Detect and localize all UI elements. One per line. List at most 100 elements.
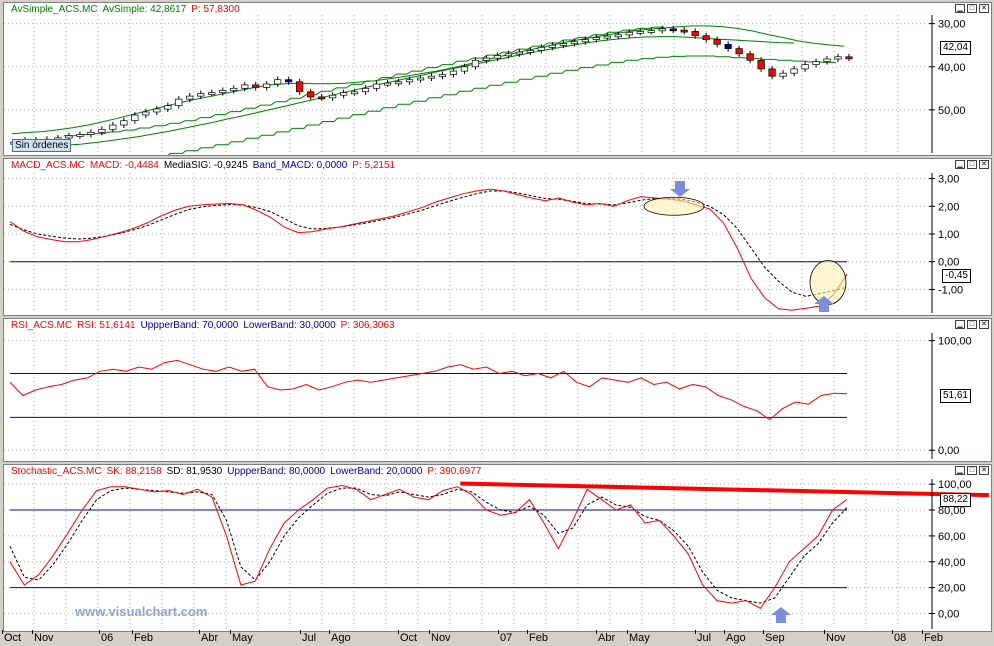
- candle: [449, 70, 458, 75]
- y-tick-label: 60,00: [938, 531, 966, 543]
- lower-step-band: [167, 55, 836, 155]
- panel-window-buttons: ▁ □ ✕: [955, 160, 989, 169]
- candle: [438, 74, 447, 77]
- x-tick-mark: [99, 630, 100, 634]
- candle: [383, 82, 392, 86]
- candle: [482, 57, 491, 61]
- macd-panel[interactable]: 3,00 2,00 1,00 0,00 -1,00 MACD_ACS.MC MACD: -…: [3, 158, 992, 316]
- title-part: Band_MACD: 0,0000: [252, 160, 348, 171]
- price-chart[interactable]: 50,00 40,00 30,00: [4, 3, 991, 155]
- candle: [845, 56, 853, 60]
- x-tick-label: Feb: [529, 632, 548, 644]
- candle: [658, 28, 666, 32]
- highlight-ellipse: [643, 196, 705, 216]
- x-tick-label: Nov: [826, 632, 846, 644]
- candle: [504, 53, 513, 57]
- candle: [471, 59, 480, 68]
- x-tick-mark: [300, 630, 301, 634]
- stochastic-panel-title: Stochastic_ACS.MC SK: 88,2158 SD: 81,9530 U…: [11, 466, 486, 477]
- moving-average-long-line: [48, 36, 795, 147]
- candle: [592, 37, 600, 40]
- y-tick-label: 40,00: [938, 62, 966, 74]
- candle: [427, 75, 436, 79]
- candle: [329, 94, 337, 99]
- candle: [208, 92, 216, 95]
- x-tick-mark: [199, 630, 200, 634]
- x-tick-mark: [398, 630, 399, 634]
- macd-line: [9, 188, 848, 311]
- macd-panel-title: MACD_ACS.MC MACD: -0,4484 MediaSIG: -0,924…: [11, 160, 400, 171]
- candle: [219, 90, 227, 94]
- close-icon[interactable]: ✕: [979, 466, 989, 475]
- moving-average-short-line: [11, 25, 845, 135]
- minimize-icon[interactable]: ▁: [955, 160, 965, 169]
- x-tick-label: Ago: [331, 632, 351, 644]
- upper-step-band: [64, 26, 664, 137]
- title-part: P: 306,3063: [340, 320, 395, 331]
- y-tick-label: 2,00: [938, 201, 959, 213]
- candle: [164, 105, 172, 110]
- minimize-icon[interactable]: ▁: [955, 4, 965, 13]
- x-tick-mark: [2, 630, 3, 634]
- up-arrow-icon: [771, 607, 791, 623]
- candle: [109, 124, 117, 130]
- y-tick-label: -1,00: [938, 284, 963, 296]
- candle: [318, 96, 326, 100]
- maximize-icon[interactable]: □: [967, 160, 977, 169]
- candle: [757, 59, 765, 70]
- close-icon[interactable]: ✕: [979, 160, 989, 169]
- minimize-icon[interactable]: ▁: [955, 320, 965, 329]
- title-part: SD: 81,9530: [166, 466, 223, 477]
- x-tick-label: May: [232, 632, 253, 644]
- candle: [691, 31, 699, 37]
- candle: [812, 61, 820, 65]
- candle: [230, 87, 238, 91]
- maximize-icon[interactable]: □: [967, 4, 977, 13]
- maximize-icon[interactable]: □: [967, 320, 977, 329]
- candle: [680, 29, 688, 33]
- x-tick-label: Jul: [302, 632, 317, 644]
- highlight-ellipse: [809, 260, 847, 305]
- y-tick-label: 50,00: [938, 105, 966, 117]
- orders-badge[interactable]: Sin órdenes: [12, 139, 72, 152]
- x-tick-mark: [724, 630, 725, 634]
- candle: [241, 84, 249, 89]
- stochastic-panel[interactable]: 100,00 80,00 60,00 40,00 20,00 0,00 Stochasti…: [3, 464, 992, 632]
- candle: [296, 81, 304, 93]
- macd-chart[interactable]: 3,00 2,00 1,00 0,00 -1,00: [4, 159, 991, 315]
- candle: [372, 83, 381, 89]
- x-tick-mark: [132, 630, 133, 634]
- last-price-label: 42,04: [939, 41, 971, 55]
- x-tick-label: 07: [500, 632, 513, 644]
- title-part: P: 5,2151: [352, 160, 396, 171]
- x-axis: Oct Nov 06 Feb Abr May Jul Ago Oct Nov 07 Feb Abr May…: [0, 630, 994, 646]
- candle: [350, 91, 359, 95]
- stochastic-chart[interactable]: 100,00 80,00 60,00 40,00 20,00 0,00: [4, 465, 991, 631]
- title-part: Stochastic_ACS.MC: [11, 466, 102, 477]
- candle: [537, 46, 545, 51]
- last-stochastic-label: 88,22: [939, 493, 971, 507]
- candle: [98, 128, 106, 133]
- signal-line: [9, 190, 848, 297]
- panel-window-buttons: ▁ □ ✕: [955, 4, 989, 13]
- maximize-icon[interactable]: □: [967, 466, 977, 475]
- close-icon[interactable]: ✕: [979, 4, 989, 13]
- candle: [779, 72, 787, 77]
- x-tick-mark: [329, 630, 330, 634]
- candle: [76, 134, 84, 137]
- rsi-chart[interactable]: 100,00 0,00: [4, 319, 991, 461]
- rsi-panel[interactable]: 100,00 0,00 RSI_ACS.MC RSI: 51,6141 UppperB…: [3, 318, 992, 462]
- candle: [120, 120, 128, 126]
- rsi-line: [9, 359, 848, 421]
- close-icon[interactable]: ✕: [979, 320, 989, 329]
- y-tick-label: 30,00: [938, 19, 966, 31]
- candle: [460, 66, 469, 72]
- candle: [713, 39, 721, 45]
- candle: [142, 111, 150, 116]
- title-part: RSI: 51,6141: [77, 320, 136, 331]
- candle: [724, 43, 732, 49]
- price-panel[interactable]: 50,00 40,00 30,00 AvSimple_ACS.MC AvSimple:…: [3, 2, 992, 156]
- x-tick-label: Oct: [4, 632, 22, 644]
- title-part: P: 390,6977: [427, 466, 482, 477]
- minimize-icon[interactable]: ▁: [955, 466, 965, 475]
